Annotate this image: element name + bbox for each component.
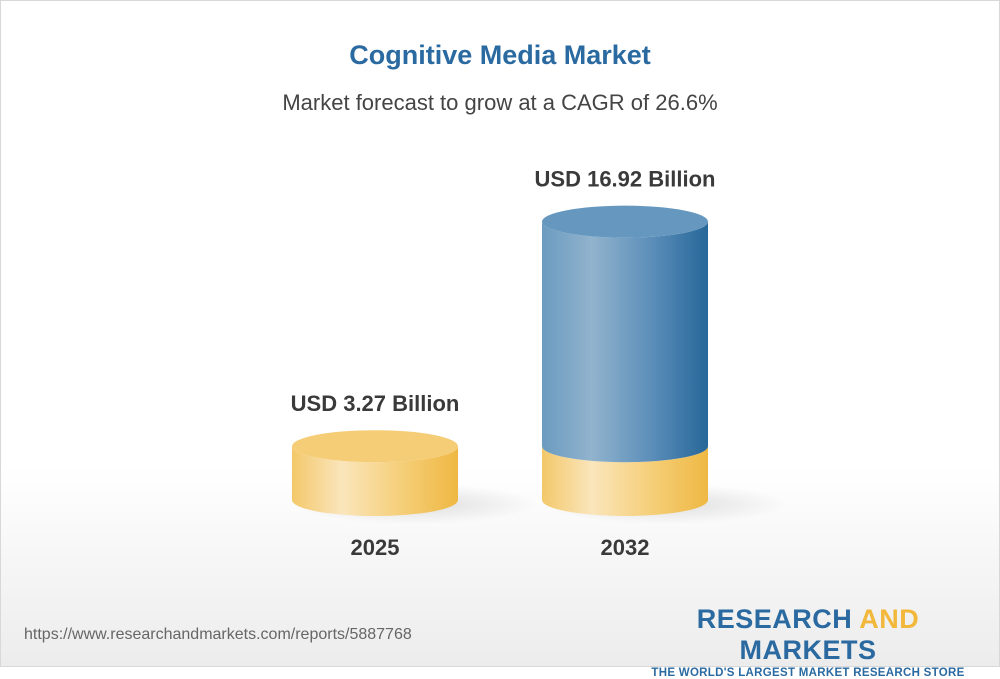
category-label: 2032 [601,535,650,560]
report-url[interactable]: https://www.researchandmarkets.com/repor… [24,626,412,643]
chart-subtitle: Market forecast to grow at a CAGR of 26.… [282,90,718,115]
cylinder-top-2025 [292,430,458,463]
base-segment-2032 [542,446,708,516]
chart-title: Cognitive Media Market [349,40,651,70]
growth-segment-2032 [542,221,708,463]
research-and-markets-logo: RESEARCH AND MARKETS THE WORLD'S LARGEST… [640,604,976,679]
logo-text-and: AND [859,604,920,634]
logo-text: MARKETS [739,635,877,665]
base-segment-2025 [292,446,458,516]
logo-tagline: THE WORLD'S LARGEST MARKET RESEARCH STOR… [651,667,965,679]
value-label: USD 3.27 Billion [291,391,460,416]
category-label: 2025 [351,535,400,560]
cylinder-top-2032 [542,205,708,238]
logo-text: RESEARCH [696,604,860,634]
value-label: USD 16.92 Billion [535,167,716,192]
